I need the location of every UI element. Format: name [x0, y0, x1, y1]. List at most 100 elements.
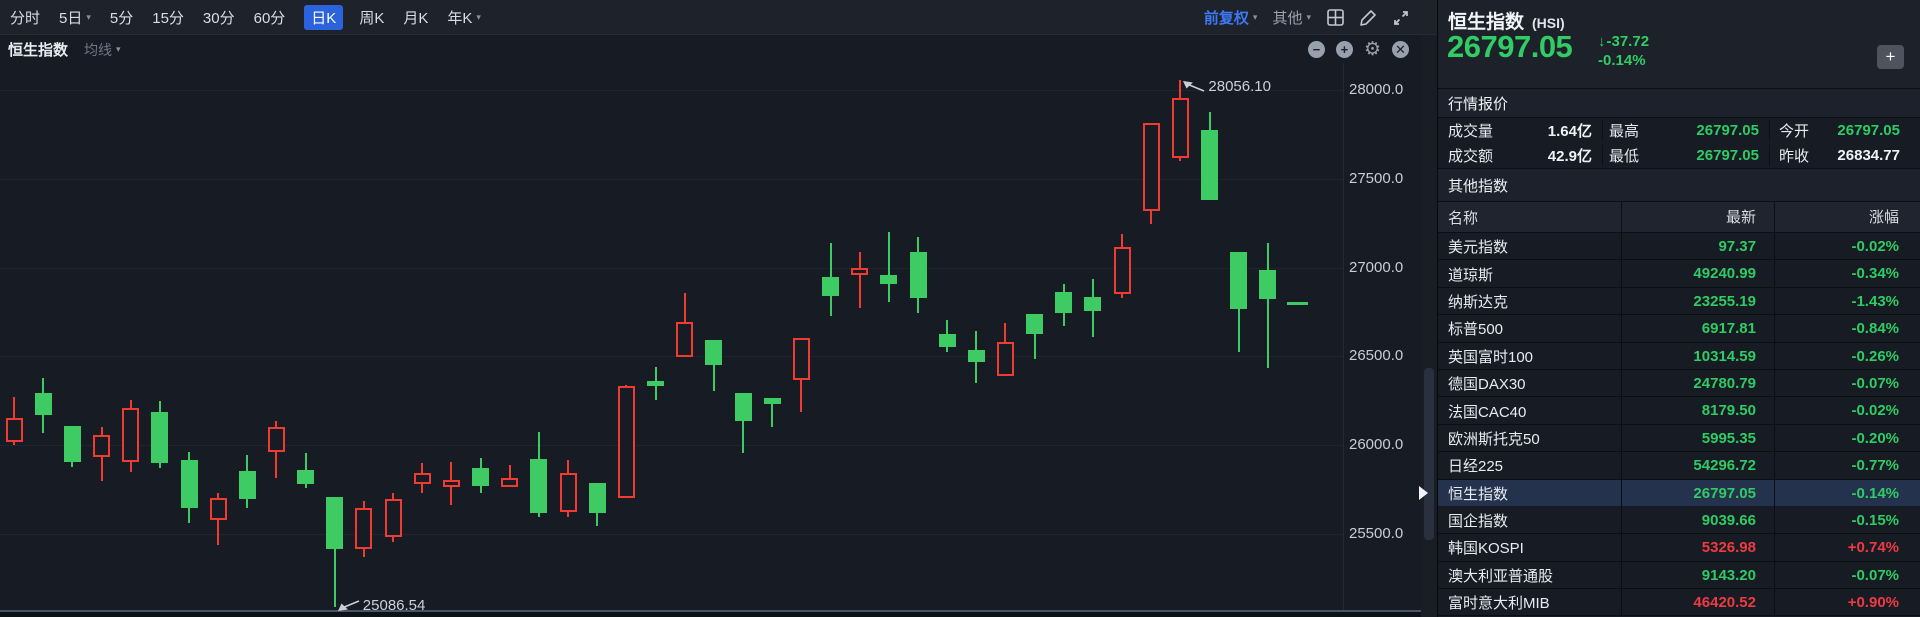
period-tab-5日[interactable]: 5日 ▾: [59, 9, 91, 27]
period-tab-5分[interactable]: 5分: [109, 9, 134, 27]
index-row-美元指数[interactable]: 美元指数 97.37 -0.02%: [1438, 233, 1920, 261]
chart-controls: − + ⚙ ✕: [1307, 39, 1409, 60]
candle-body: [1171, 98, 1189, 158]
high-annotation: 28056.10: [1183, 78, 1271, 95]
selected-row-arrow: [1419, 486, 1428, 500]
price-change-block: ↓-37.72 -0.14%: [1598, 33, 1649, 69]
index-row-标普500[interactable]: 标普500 6917.81 -0.84%: [1438, 315, 1920, 343]
index-name: 韩国KOSPI: [1448, 540, 1524, 558]
annotation-value: 25086.54: [362, 596, 426, 614]
index-row-恒生指数[interactable]: 恒生指数 26797.05 -0.14%: [1438, 479, 1920, 507]
index-change: -0.14%: [1774, 479, 1920, 507]
candle-body: [297, 469, 315, 484]
candle-body: [880, 274, 898, 284]
index-row-英国富时100[interactable]: 英国富时100 10314.59 -0.26%: [1438, 342, 1920, 370]
candlestick-chart[interactable]: 28000.0 27500.0 27000.0 26500.0 26000.0 25500…: [0, 63, 1421, 617]
index-change: +0.74%: [1774, 534, 1920, 562]
candle-body: [326, 496, 344, 549]
col-header-last: 最新: [1621, 202, 1774, 233]
candle-body: [413, 472, 431, 484]
index-row-德国DAX30[interactable]: 德国DAX30 24780.79 -0.07%: [1438, 369, 1920, 398]
index-row-纳斯达克[interactable]: 纳斯达克 23255.19 -1.43%: [1438, 287, 1920, 316]
candle-body: [792, 338, 810, 380]
index-change: -0.07%: [1774, 561, 1920, 590]
candle-body: [996, 342, 1014, 376]
index-change: -0.20%: [1774, 424, 1920, 453]
index-row-法国CAC40[interactable]: 法国CAC40 8179.50 -0.02%: [1438, 397, 1920, 425]
ma-dropdown[interactable]: 均线 ▾: [84, 40, 121, 60]
index-row-国企指数[interactable]: 国企指数 9039.66 -0.15%: [1438, 506, 1920, 535]
index-last: 5995.35: [1621, 424, 1774, 453]
index-change: -0.02%: [1774, 233, 1920, 261]
index-last: 24780.79: [1621, 369, 1774, 398]
candle-body: [5, 418, 23, 443]
y-axis-tick-label: 26500.0: [1349, 347, 1404, 365]
period-tab-分时[interactable]: 分时: [10, 9, 41, 27]
candle-wick: [1033, 314, 1036, 359]
index-row-欧洲斯托克50[interactable]: 欧洲斯托克50 5995.35 -0.20%: [1438, 424, 1920, 453]
candle-body: [1259, 269, 1277, 299]
candle-body: [1142, 123, 1160, 211]
candle-body: [938, 334, 956, 347]
draw-tool-icon[interactable]: [1359, 9, 1377, 27]
candle-body: [1026, 314, 1044, 335]
candle-body: [909, 252, 927, 298]
layout-grid-icon[interactable]: [1326, 9, 1344, 27]
period-tab-60分[interactable]: 60分: [253, 9, 286, 27]
index-row-日经225[interactable]: 日经225 54296.72 -0.77%: [1438, 452, 1920, 480]
index-row-道琼斯[interactable]: 道琼斯 49240.99 -0.34%: [1438, 260, 1920, 288]
period-tab-年K[interactable]: 年K ▾: [447, 9, 481, 27]
period-tab-30分[interactable]: 30分: [202, 9, 235, 27]
index-last: 10314.59: [1621, 342, 1774, 370]
candle-body: [1113, 247, 1131, 295]
chevron-down-icon: ▾: [476, 11, 481, 22]
fullscreen-icon[interactable]: [1392, 9, 1410, 27]
quote-header: 恒生指数 (HSI) 26797.05 ↓-37.72 -0.14% +: [1438, 0, 1920, 89]
quote-label: 最低: [1609, 148, 1640, 165]
candle-body: [588, 482, 606, 513]
quote-row: 成交量 1.64亿 最高 26797.05 今开 26797.05: [1438, 118, 1920, 143]
down-arrow-icon: ↓: [1598, 33, 1606, 50]
adjust-type-dropdown[interactable]: 前复权 ▾: [1204, 7, 1258, 28]
candle-body: [1084, 296, 1102, 311]
index-row-澳大利亚普通股[interactable]: 澳大利亚普通股 9143.20 -0.07%: [1438, 561, 1920, 590]
close-chart-icon[interactable]: ✕: [1392, 41, 1409, 58]
candle-body: [93, 434, 110, 457]
settings-gear-icon[interactable]: ⚙: [1363, 39, 1381, 60]
index-change: -0.77%: [1774, 452, 1920, 480]
period-toolbar: 分时 5日 ▾ 5分 15分 30分 60分 日K 周K 月K 年K ▾ 前复权 ▾ 其他 ▾: [0, 0, 1437, 35]
index-row-富时意大利MIB[interactable]: 富时意大利MIB 46420.52 +0.90%: [1438, 589, 1920, 617]
index-title: 恒生指数: [1448, 12, 1525, 33]
quote-label: 成交量: [1448, 123, 1494, 140]
index-name: 国企指数: [1448, 513, 1509, 531]
candle-body: [122, 407, 140, 462]
candle-body: [559, 472, 577, 512]
zoom-out-icon[interactable]: −: [1307, 41, 1325, 58]
toolbar-right-group: 前复权 ▾ 其他 ▾: [1204, 0, 1410, 35]
index-row-韩国KOSPI[interactable]: 韩国KOSPI 5326.98 +0.74%: [1438, 534, 1920, 562]
zoom-in-icon[interactable]: +: [1335, 41, 1353, 58]
col-header-change: 涨幅: [1774, 202, 1920, 233]
y-axis-line: [1343, 63, 1344, 610]
quote-label: 昨收: [1779, 148, 1810, 165]
quote-grid: 成交量 1.64亿 最高 26797.05 今开 26797.05 成交额 42.9亿 最低 26…: [1438, 118, 1920, 168]
period-tab-日K[interactable]: 日K: [304, 4, 344, 30]
index-name: 富时意大利MIB: [1448, 595, 1550, 613]
index-last: 23255.19: [1621, 287, 1774, 316]
gridline: [0, 267, 1343, 269]
period-tab-15分[interactable]: 15分: [152, 9, 184, 27]
period-tab-周K[interactable]: 周K: [359, 9, 385, 27]
candle-body: [180, 460, 198, 508]
candle-body: [617, 385, 635, 498]
index-name: 法国CAC40: [1448, 403, 1527, 421]
period-tab-月K[interactable]: 月K: [403, 9, 429, 27]
add-watchlist-button[interactable]: +: [1877, 45, 1904, 69]
gridline: [0, 90, 1343, 91]
more-dropdown[interactable]: 其他 ▾: [1272, 7, 1311, 28]
candle-body: [209, 498, 227, 520]
candle-wick: [858, 252, 861, 308]
chevron-down-icon: ▾: [116, 44, 121, 54]
candle-body: [238, 471, 256, 500]
scrollbar-thumb[interactable]: [1424, 368, 1434, 540]
